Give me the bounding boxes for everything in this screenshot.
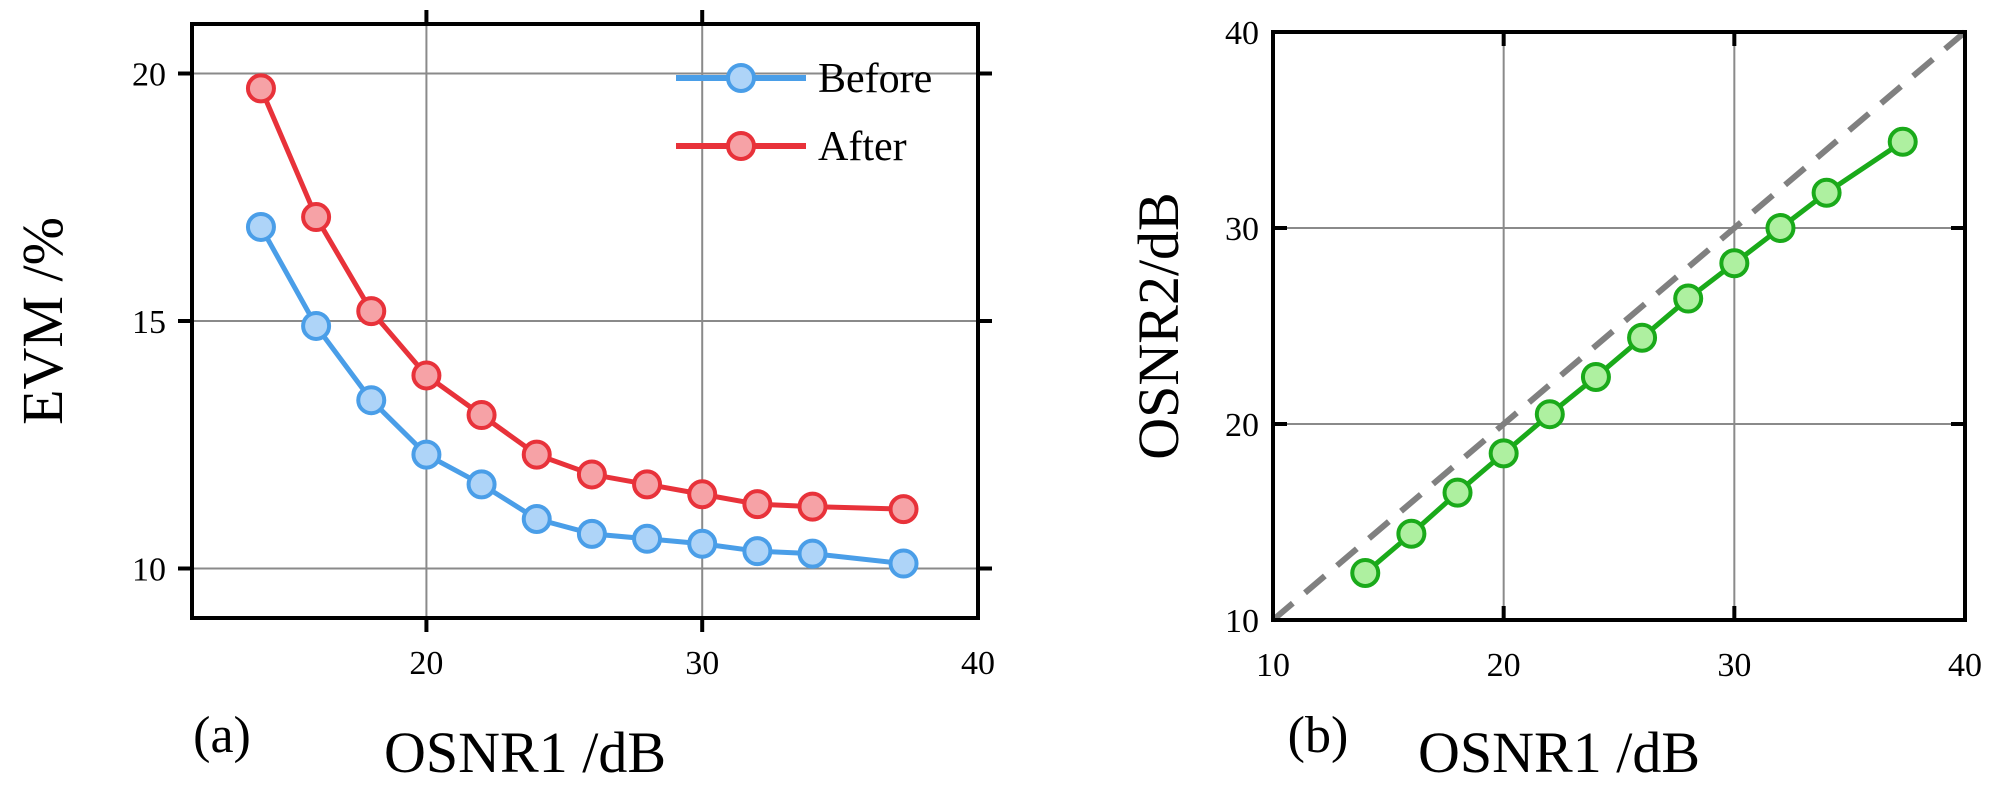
panel-b-label: (b) xyxy=(1288,707,1349,764)
data-point-after xyxy=(356,296,387,327)
data-point-after xyxy=(797,491,828,522)
a-y-tick-label: 20 xyxy=(132,57,166,94)
b-y-tick-label: 40 xyxy=(1225,15,1259,52)
panel-a-series xyxy=(245,73,919,579)
data-point-after xyxy=(245,73,276,104)
data-point-after xyxy=(742,489,773,520)
panel-b-y-axis-label: OSNR2/dB xyxy=(1126,192,1191,460)
b-y-tick-label: 30 xyxy=(1225,211,1259,248)
data-point-before xyxy=(687,528,718,559)
data-point-osnr2 xyxy=(1811,177,1842,208)
data-point-after xyxy=(888,494,919,525)
data-point-before xyxy=(888,548,919,579)
a-x-tick-label: 30 xyxy=(685,645,719,682)
data-point-before xyxy=(632,523,663,554)
data-point-osnr2 xyxy=(1350,557,1381,588)
data-point-osnr2 xyxy=(1580,361,1611,392)
data-point-osnr2 xyxy=(1396,518,1427,549)
panel-a-evm-chart: 20 30 40 10 15 20 Before After EVM /% OSNR1 /… xyxy=(10,10,995,785)
panel-a-label: (a) xyxy=(193,707,251,764)
data-point-after xyxy=(687,479,718,510)
data-point-after xyxy=(301,202,332,233)
data-point-before xyxy=(356,385,387,416)
series-line-after xyxy=(258,87,904,512)
data-point-osnr2 xyxy=(1719,248,1750,279)
data-point-osnr2 xyxy=(1627,322,1658,353)
b-x-tick-label: 10 xyxy=(1256,647,1290,684)
panel-b-series xyxy=(1350,126,1918,588)
data-point-before xyxy=(466,469,497,500)
a-y-tick-label: 15 xyxy=(132,304,166,341)
panel-a-legend: Before After xyxy=(676,56,932,170)
b-x-tick-label: 40 xyxy=(1948,647,1982,684)
data-point-after xyxy=(466,400,497,431)
data-point-before xyxy=(301,310,332,341)
legend-label-before: Before xyxy=(818,56,932,102)
data-point-osnr2 xyxy=(1887,126,1918,157)
b-x-tick-label: 30 xyxy=(1717,647,1751,684)
data-point-before xyxy=(742,536,773,567)
b-y-tick-label: 10 xyxy=(1225,603,1259,640)
panel-b-x-axis-label: OSNR1 /dB xyxy=(1418,720,1700,785)
a-y-tick-label: 10 xyxy=(132,552,166,589)
legend-marker-before xyxy=(726,63,756,93)
a-x-tick-label: 40 xyxy=(961,645,995,682)
panel-b-osnr-chart: 10 20 30 40 10 20 30 40 OSNR2/dB OSNR1 /dB (b) xyxy=(1126,15,1982,785)
data-point-before xyxy=(411,439,442,470)
data-point-osnr2 xyxy=(1488,438,1519,469)
data-point-osnr2 xyxy=(1442,477,1473,508)
legend-label-after: After xyxy=(818,124,907,170)
data-point-before xyxy=(797,538,828,569)
data-point-osnr2 xyxy=(1673,283,1704,314)
panel-b-plot-frame xyxy=(1271,30,1967,622)
data-point-after xyxy=(576,459,607,490)
reference-line-y-equals-x xyxy=(1271,29,1967,623)
panel-a-ticks: 20 30 40 10 15 20 xyxy=(132,10,995,682)
data-point-before xyxy=(521,504,552,534)
panel-b-grid xyxy=(1273,32,1965,620)
panel-b-ticks: 10 20 30 40 10 20 30 40 xyxy=(1225,15,1982,684)
b-x-tick-label: 20 xyxy=(1487,647,1521,684)
panel-a-x-axis-label: OSNR1 /dB xyxy=(384,720,666,785)
panel-a-y-axis-label: EVM /% xyxy=(10,217,75,425)
data-point-after xyxy=(632,469,663,500)
data-point-before xyxy=(576,518,607,549)
data-point-after xyxy=(521,439,552,470)
data-point-osnr2 xyxy=(1534,399,1565,430)
legend-marker-after xyxy=(726,131,756,161)
data-point-before xyxy=(245,211,276,242)
a-x-tick-label: 20 xyxy=(409,645,443,682)
data-point-after xyxy=(411,360,442,391)
data-point-osnr2 xyxy=(1765,213,1796,243)
b-y-tick-label: 20 xyxy=(1225,407,1259,444)
